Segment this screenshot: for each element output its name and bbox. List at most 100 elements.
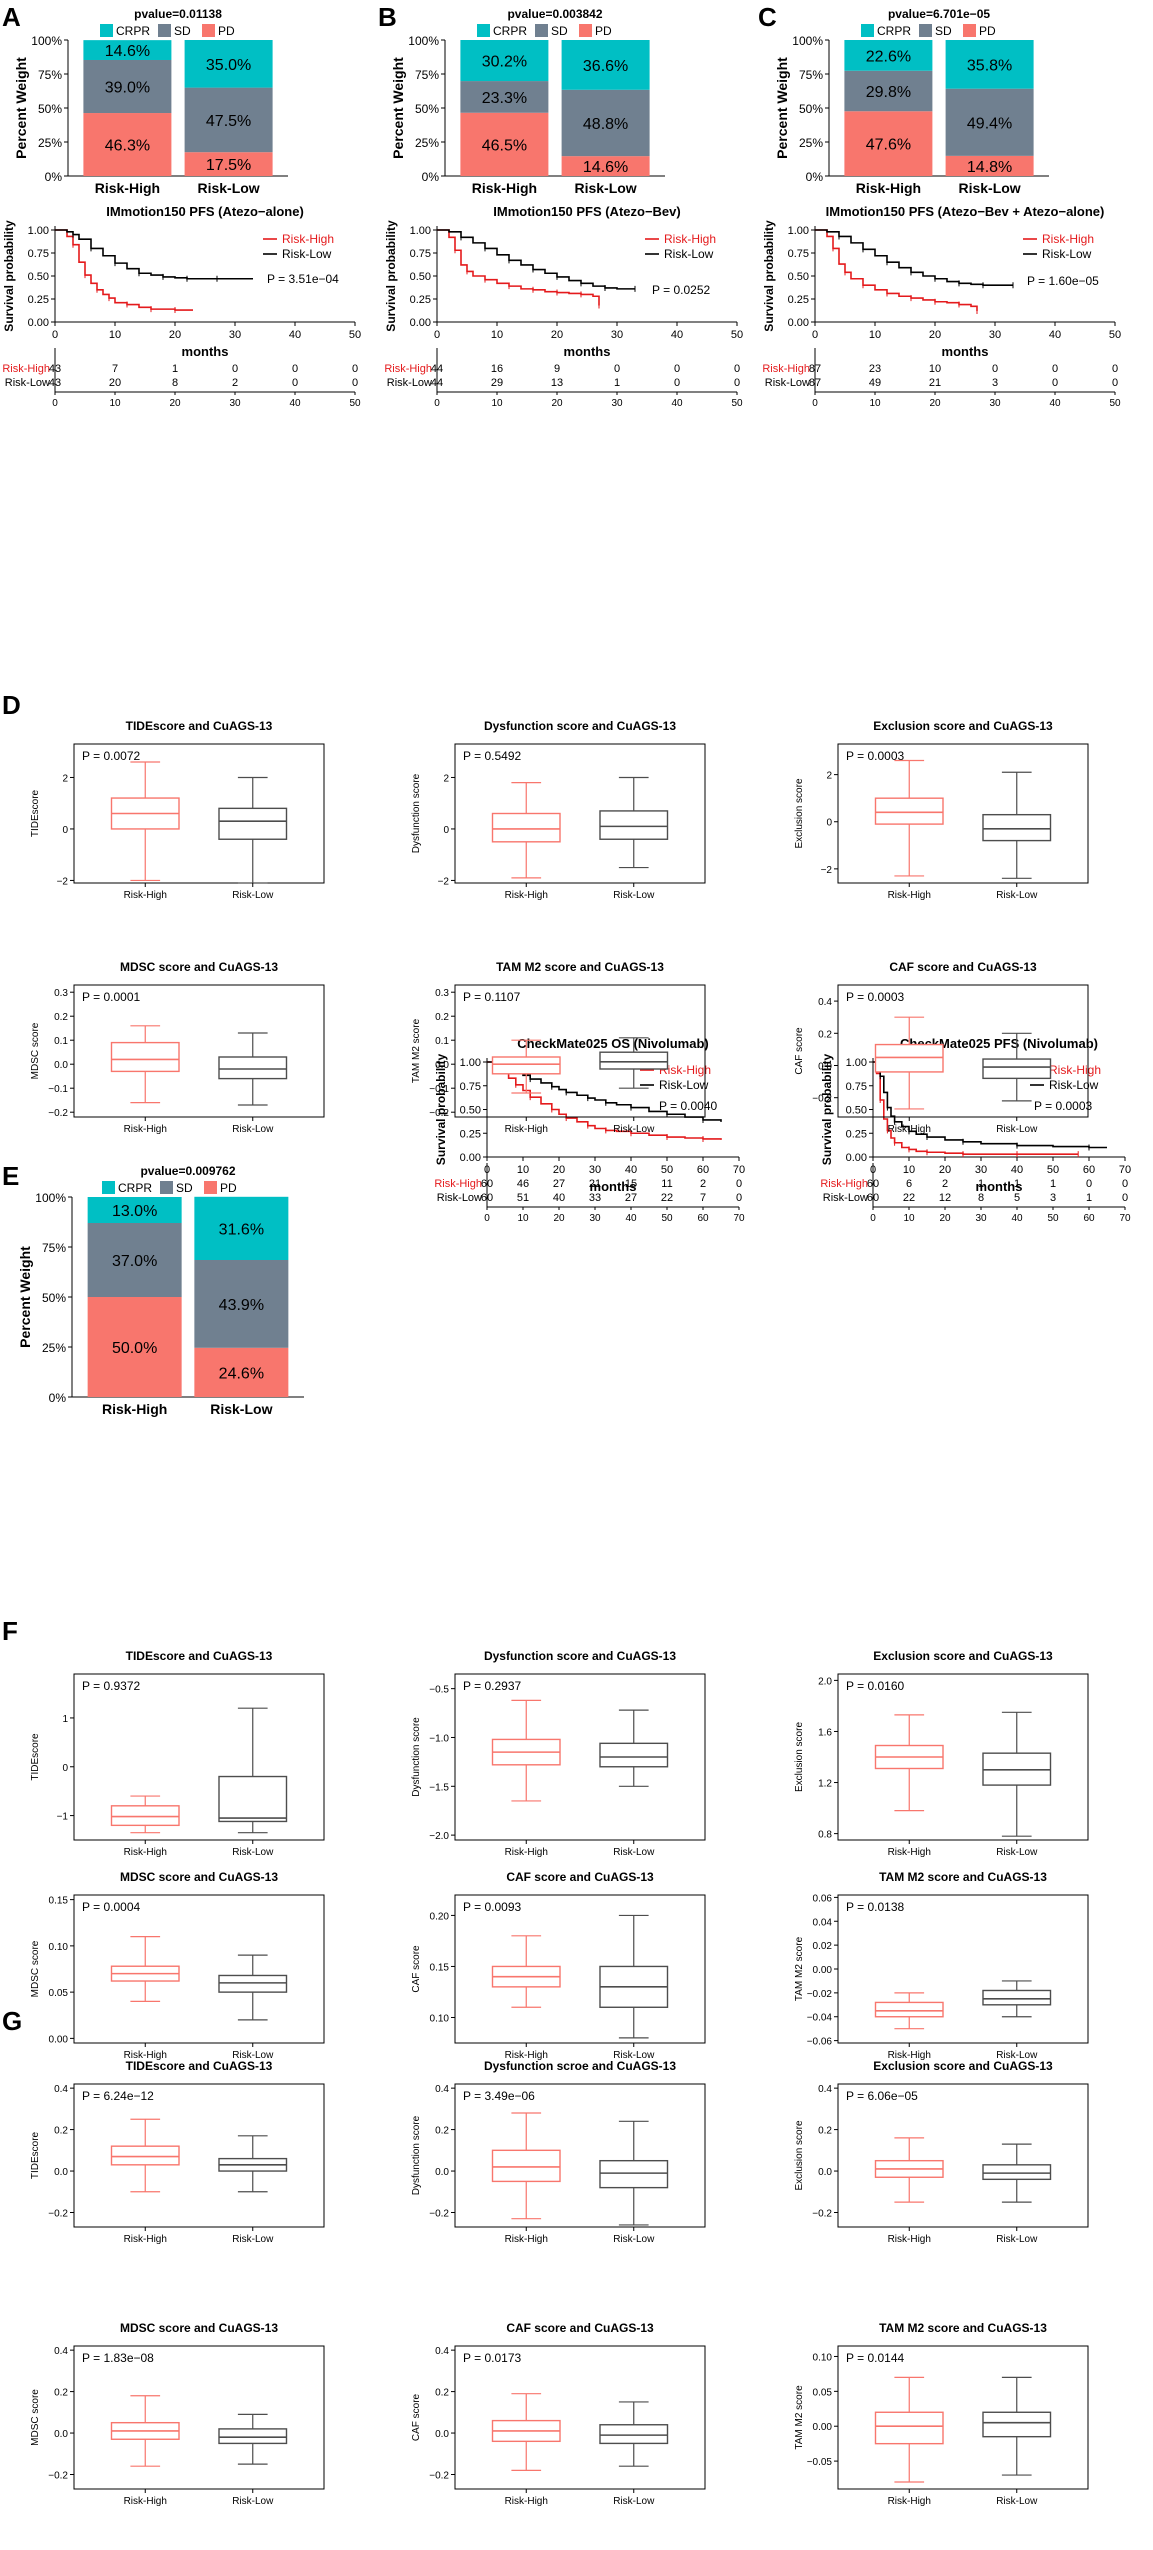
legend-label-sd: SD [935, 24, 952, 38]
x-tick-label: Risk-Low [232, 1847, 274, 1858]
y-tick-label: 0.25 [28, 294, 49, 306]
x-tick-label: Risk-Low [613, 2234, 655, 2245]
y-tick-label: 0.25 [410, 294, 431, 306]
risk-table-x-tick-label: 10 [903, 1213, 915, 1224]
x-tick-label: 50 [731, 329, 743, 341]
x-tick-label: Risk-High [888, 890, 931, 901]
bar-segment-crpr [844, 40, 933, 71]
risk-table-value: 11 [661, 1178, 672, 1190]
y-tick-label: 1.00 [410, 225, 431, 237]
km-legend-label: Risk-Low [1049, 1078, 1099, 1092]
y-tick-label: 0.75 [846, 1081, 867, 1093]
box-pvalue: P = 0.0003 [846, 749, 904, 763]
box-iqr [599, 810, 669, 840]
box-iqr [110, 2145, 180, 2166]
km-pvalue: P = 0.0003 [1034, 1099, 1092, 1113]
box-iqr [982, 1058, 1052, 1080]
risk-table-label: Risk-Low [823, 1192, 868, 1204]
risk-table-x-tick-label: 60 [1083, 1213, 1095, 1224]
km-x-label: months [564, 344, 611, 359]
box-iqr [218, 807, 288, 840]
box-title: MDSC score and CuAGS-13 [120, 1870, 278, 1884]
y-tick-label: 0.3 [54, 988, 68, 999]
risk-table-x-tick-label: 50 [661, 1213, 673, 1224]
box-y-label: CAF score [411, 1945, 422, 1993]
panel-letter-f: F [2, 1616, 18, 1646]
risk-table-x-tick-label: 10 [517, 1213, 529, 1224]
risk-table-x-tick-label: 0 [870, 1213, 876, 1224]
risk-table-value: 0 [1112, 363, 1118, 375]
y-tick-label: −0.2 [429, 2208, 449, 2219]
chart-pvalue-title: pvalue=0.01138 [134, 7, 222, 21]
y-tick-label: 0 [826, 818, 832, 829]
y-tick-label: 0.25 [846, 1128, 867, 1140]
y-tick-label: −0.1 [429, 1084, 449, 1095]
km-line-risk-low [437, 229, 635, 290]
y-tick-label: 0.10 [813, 2352, 833, 2363]
y-tick-label: −0.04 [807, 2013, 833, 2024]
risk-table-value: 0 [734, 363, 740, 375]
y-tick-label: −0.2 [812, 1094, 832, 1105]
legend-label-crpr: CRPR [116, 24, 150, 38]
panel-letter-e: E [2, 1161, 19, 1191]
plot-frame [837, 2083, 1089, 2228]
y-tick-label: 0.75 [410, 248, 431, 260]
risk-table-label: Risk-Low [765, 377, 810, 389]
risk-table-value: 21 [929, 377, 941, 389]
km-y-label: Survival probability [762, 220, 776, 332]
y-tick-label: −0.1 [48, 1084, 68, 1095]
box-title: TAM M2 score and CuAGS-13 [496, 960, 664, 974]
risk-table-value: 22 [903, 1192, 915, 1204]
x-tick-label: Risk-High [888, 1124, 931, 1135]
x-tick-label: 0 [52, 329, 58, 341]
risk-table-x-tick-label: 50 [731, 398, 743, 409]
panel-letter-g: G [2, 2006, 22, 2036]
box-iqr [982, 2164, 1052, 2181]
bar-data-label: 49.4% [967, 115, 1012, 132]
box-iqr [599, 1051, 669, 1070]
x-tick-label: Risk-Low [996, 890, 1038, 901]
x-tick-label: 40 [625, 1164, 637, 1176]
y-tick-label: −2 [821, 865, 833, 876]
x-tick-label: Risk-Low [996, 1124, 1038, 1135]
box-y-label: Dysfunction score [411, 2115, 422, 2195]
plot-frame [454, 1894, 706, 2044]
x-tick-label: Risk-High [505, 890, 548, 901]
x-tick-label: Risk-High [124, 2050, 167, 2061]
legend-label-pd: PD [218, 24, 235, 38]
y-tick-label: 0.0 [818, 2167, 832, 2178]
x-tick-label: Risk-Low [613, 1124, 655, 1135]
y-tick-label: 0.50 [788, 271, 809, 283]
box-pvalue: P = 0.0173 [463, 2351, 521, 2365]
legend-label-sd: SD [174, 24, 191, 38]
box-y-label: TIDEscore [30, 1733, 41, 1781]
x-tick-label: 10 [491, 329, 503, 341]
box-plot-chart-G1: TIDEscore and CuAGS-13 −0.2 0.0 0.2 0.4 TIDEs… [30, 2059, 325, 2245]
x-tick-label: Risk-Low [232, 890, 274, 901]
y-tick-label: −0.2 [429, 1108, 449, 1119]
risk-table-x-tick-label: 50 [349, 398, 361, 409]
y-tick-label: 0.00 [813, 1965, 833, 1976]
box-pvalue: P = 0.0144 [846, 2351, 904, 2365]
y-tick-label: 1.6 [818, 1727, 832, 1738]
y-tick-label: −1.5 [429, 1782, 449, 1793]
risk-table-x-tick-label: 20 [169, 398, 181, 409]
bar-segment-pd [184, 152, 273, 176]
bar-data-label: 48.8% [583, 116, 628, 133]
bar-segment-pd [83, 113, 172, 176]
box-y-label: TAM M2 score [794, 1936, 805, 2001]
risk-table-value: 16 [491, 363, 503, 375]
box-y-label: MDSC score [30, 2389, 41, 2446]
y-tick-label: 1.00 [788, 225, 809, 237]
y-tick-label: 50% [42, 1291, 66, 1305]
y-tick-label: 0.4 [54, 2346, 68, 2357]
bar-data-label: 14.8% [967, 159, 1012, 176]
risk-table-value: 3 [992, 377, 998, 389]
x-tick-label: Risk-Low [996, 2496, 1038, 2507]
risk-table-value: 51 [517, 1192, 529, 1204]
box-plot-chart-G4: MDSC score and CuAGS-13 −0.2 0.0 0.2 0.4 MDSC… [30, 2321, 325, 2507]
y-tick-label: 75% [38, 68, 62, 82]
risk-table-value: 0 [736, 1178, 742, 1190]
bar-data-label: 17.5% [206, 157, 251, 174]
box-pvalue: P = 6.06e−05 [846, 2089, 918, 2103]
